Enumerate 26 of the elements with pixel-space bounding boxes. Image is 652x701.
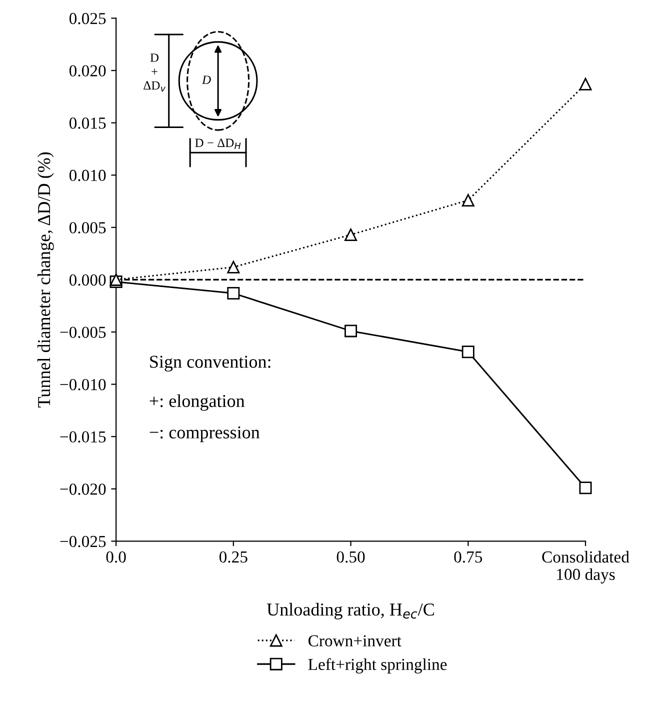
y-tick-label: 0.015 (69, 118, 106, 129)
y-tick-label: 0.025 (69, 12, 106, 24)
annotation: D + ΔD$_{v}$ (144, 54, 166, 92)
y-tick-label: −0.020 (60, 484, 106, 495)
y-tick-label: −0.005 (60, 326, 106, 338)
legend-label: Left+right springline (308, 658, 447, 674)
legend-label: Crown+invert (308, 635, 402, 646)
annotation: D − ΔD$_{H}$ (195, 138, 241, 149)
annotation: +: elongation (150, 394, 245, 411)
y-tick-label: −0.025 (60, 536, 106, 548)
annotation: Sign convention: (150, 356, 270, 372)
x-tick-label: 0.75 (454, 551, 482, 563)
x-tick-label: Consolidated 100 days (542, 550, 630, 584)
y-tick-label: 0.000 (69, 274, 106, 286)
y-axis-title: Tunnel diameter change, ΔD/D (%) (37, 152, 54, 408)
x-tick-label: 0.0 (106, 551, 126, 563)
y-tick-label: −0.015 (60, 431, 106, 443)
x-tick-label: 0.50 (336, 551, 365, 563)
y-tick-label: −0.010 (60, 378, 106, 390)
y-tick-label: 0.010 (69, 170, 106, 182)
annotation: D (202, 76, 211, 84)
y-tick-label: 0.020 (69, 65, 106, 77)
annotation: −: compression (150, 426, 260, 442)
x-tick-label: 0.25 (219, 551, 248, 563)
y-tick-label: 0.005 (69, 222, 106, 234)
x-axis-title: Unloading ratio, H$_{ec}$/C (266, 602, 434, 620)
